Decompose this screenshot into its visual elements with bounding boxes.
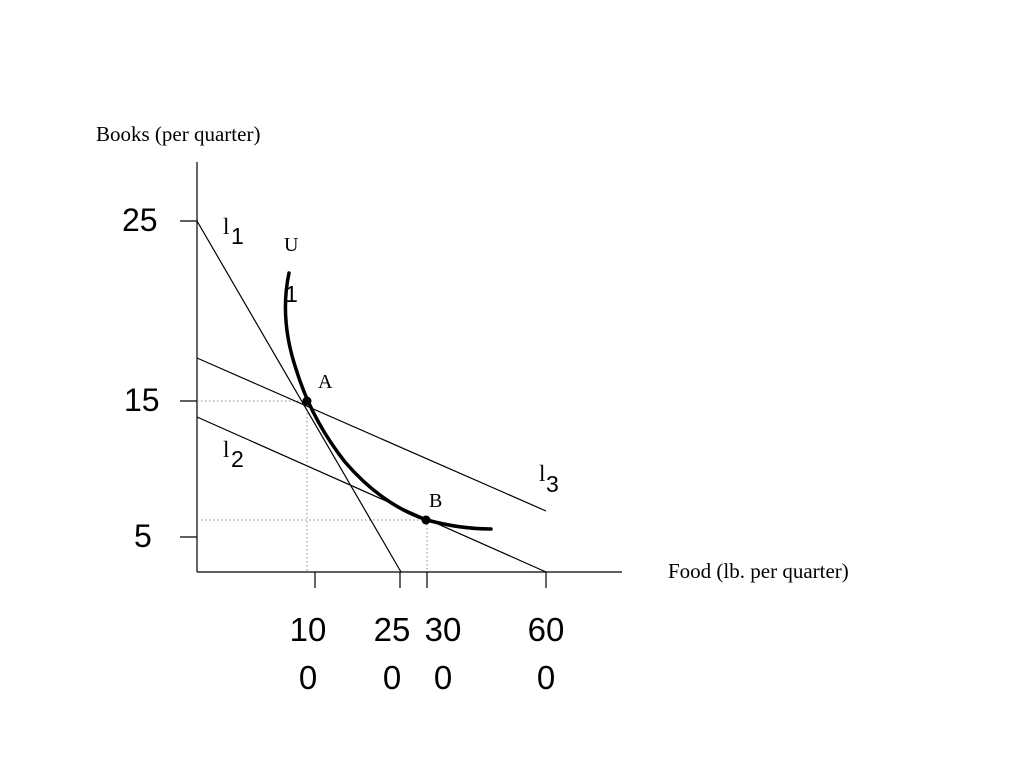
y-tick-label-15: 15 bbox=[124, 382, 160, 418]
budget-line-l3 bbox=[196, 357, 547, 512]
indifference-curve-u1 bbox=[283, 271, 493, 531]
label-l2-subscript: 2 bbox=[231, 446, 244, 472]
label-l2-letter: l bbox=[223, 437, 229, 462]
x-tick-label-100-line2: 0 bbox=[299, 659, 317, 696]
x-tick-label-600-line1: 60 bbox=[528, 611, 565, 648]
y-tick-label-25: 25 bbox=[122, 202, 158, 238]
label-l3-subscript: 3 bbox=[546, 471, 559, 497]
point-a-label: A bbox=[318, 371, 333, 393]
x-tick-label-300-line1: 30 bbox=[425, 611, 462, 648]
x-tick-label-600-line2: 0 bbox=[537, 659, 555, 696]
x-tick-label-250-line1: 25 bbox=[374, 611, 411, 648]
x-axis-title: Food (lb. per quarter) bbox=[668, 559, 849, 583]
label-l3-letter: l bbox=[539, 461, 545, 486]
x-tick-label-100-line1: 10 bbox=[290, 611, 327, 648]
point-a-marker bbox=[302, 396, 312, 406]
point-b-marker bbox=[421, 515, 431, 525]
point-b-label: B bbox=[429, 490, 442, 512]
x-tick-label-250-line2: 0 bbox=[383, 659, 401, 696]
x-tick-label-300-line2: 0 bbox=[434, 659, 452, 696]
budget-line-l1 bbox=[196, 220, 402, 573]
budget-line-l2 bbox=[196, 416, 547, 573]
label-u1-subscript: 1 bbox=[285, 281, 298, 307]
y-axis-title: Books (per quarter) bbox=[96, 122, 260, 146]
label-l1-letter: l bbox=[223, 214, 229, 239]
label-u1-letter: U bbox=[284, 234, 299, 256]
y-tick-label-5: 5 bbox=[134, 518, 152, 554]
label-l1-subscript: 1 bbox=[231, 223, 244, 249]
